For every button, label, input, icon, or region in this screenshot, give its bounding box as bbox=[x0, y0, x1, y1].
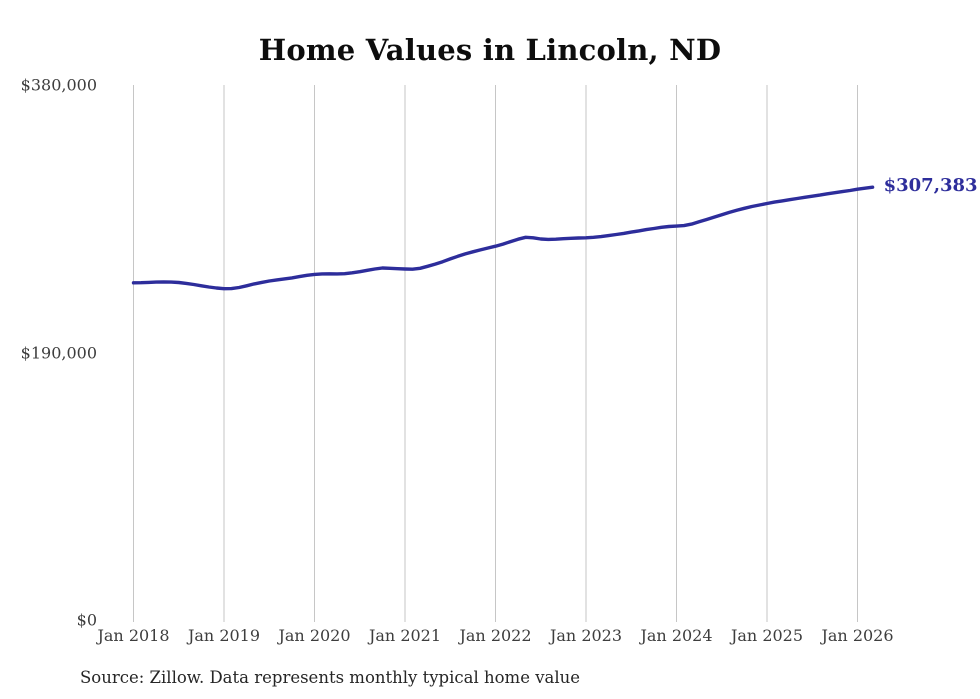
x-tick-jan-2026: Jan 2026 bbox=[821, 626, 894, 645]
x-tick-jan-2025: Jan 2025 bbox=[730, 626, 804, 645]
vertical-gridlines bbox=[133, 85, 858, 622]
x-tick-jan-2024: Jan 2024 bbox=[640, 626, 713, 645]
chart-title: Home Values in Lincoln, ND bbox=[258, 33, 722, 67]
x-tick-jan-2023: Jan 2023 bbox=[549, 626, 623, 645]
x-tick-jan-2022: Jan 2022 bbox=[459, 626, 532, 645]
y-tick-380000: $380,000 bbox=[20, 75, 97, 95]
home-value-line bbox=[131, 185, 875, 291]
end-value-label: $307,383 bbox=[883, 175, 978, 197]
source-note: Source: Zillow. Data represents monthly … bbox=[80, 668, 581, 687]
x-tick-jan-2021: Jan 2021 bbox=[368, 626, 442, 645]
x-tick-jan-2020: Jan 2020 bbox=[278, 626, 351, 645]
y-tick-190000: $190,000 bbox=[20, 343, 97, 362]
x-tick-jan-2018: Jan 2018 bbox=[97, 626, 170, 645]
x-tick-jan-2019: Jan 2019 bbox=[187, 626, 261, 645]
y-tick-0: $0 bbox=[76, 610, 97, 630]
